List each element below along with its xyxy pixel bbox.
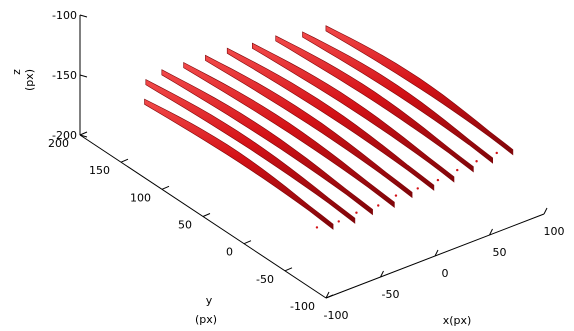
z-axis-label: z <box>10 69 23 75</box>
surface-speck <box>337 220 340 223</box>
surface-speck <box>377 204 380 207</box>
y-axis-unit: (px) <box>195 313 217 326</box>
surface-speck <box>355 211 358 214</box>
surface-strand <box>161 69 373 216</box>
surface-strand <box>226 47 435 191</box>
surface-strand <box>183 62 395 209</box>
x-tick-label: 100 <box>544 225 565 238</box>
surface-strand <box>325 25 514 156</box>
surface-speck <box>436 178 440 182</box>
surface-speck <box>495 151 498 155</box>
x-tick <box>434 249 439 257</box>
x-tick-label: -100 <box>324 309 349 322</box>
surface-strands <box>144 25 514 230</box>
surface-strand <box>275 35 474 173</box>
surface-strand <box>252 42 455 183</box>
y-tick <box>284 267 293 272</box>
z-tick <box>79 14 88 18</box>
y-tick <box>202 213 211 217</box>
z-tick-label: -200 <box>52 129 77 142</box>
y-tick <box>79 131 88 136</box>
tick-labels: -100 -50 0 50 100 200 150 100 50 0 -50 -100 -100 -150… <box>48 9 565 322</box>
axes <box>79 14 548 299</box>
x-tick-label: -50 <box>382 288 400 301</box>
y-tick <box>120 158 129 163</box>
y-tick <box>161 185 170 190</box>
y-tick-label: 150 <box>89 164 110 177</box>
surface-speck <box>416 187 419 190</box>
surface-strand <box>302 31 493 164</box>
surface-strand <box>145 79 356 224</box>
y-tick-label: -50 <box>256 273 274 286</box>
surface-strand <box>205 54 413 199</box>
surface-speck <box>315 226 319 229</box>
y-tick-label: 200 <box>48 137 69 150</box>
x-tick-label: 50 <box>493 246 507 259</box>
z-tick-label: -150 <box>52 69 77 82</box>
x-axis-label: x(px) <box>443 314 472 327</box>
y-axis-label: y <box>206 294 213 307</box>
z-tick <box>79 134 88 138</box>
y-tick-label: 50 <box>178 219 192 232</box>
surface-speck <box>394 194 398 197</box>
y-tick-label: 100 <box>130 191 151 204</box>
z-axis-unit: (px) <box>23 69 36 91</box>
x-tick <box>489 228 493 236</box>
surface-strand <box>144 98 334 230</box>
y-tick-label: -100 <box>290 300 315 313</box>
x-tick-label: 0 <box>442 267 449 280</box>
z-tick-label: -100 <box>52 9 77 22</box>
surface-speck <box>456 168 459 172</box>
y-tick-label: 0 <box>226 246 233 259</box>
x-tick <box>325 291 330 299</box>
y-tick <box>325 294 334 299</box>
y-tick <box>243 240 252 245</box>
x-tick <box>380 270 384 278</box>
z-tick <box>79 74 88 78</box>
x-tick <box>543 207 548 215</box>
surface-speck <box>475 160 478 163</box>
